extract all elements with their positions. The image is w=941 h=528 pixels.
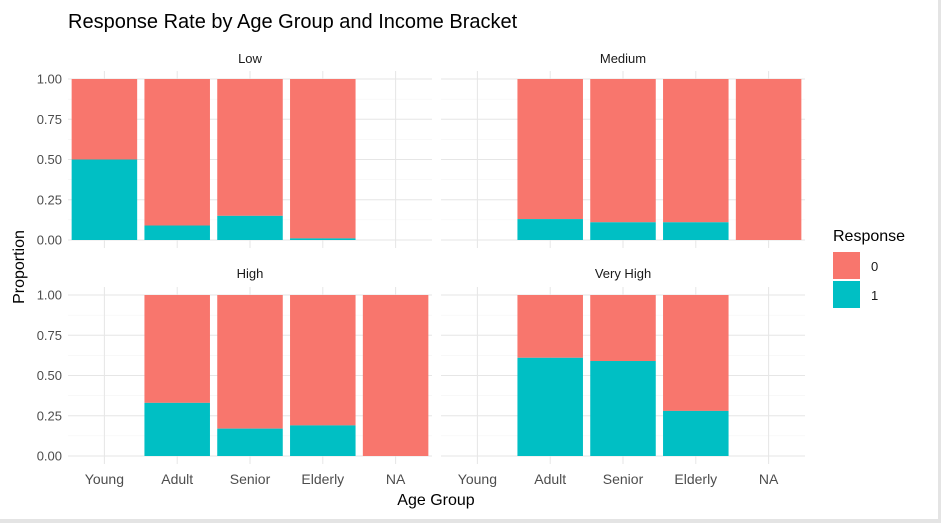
- window-border-bottom: [0, 519, 941, 523]
- bar-response-1: [517, 219, 583, 240]
- y-tick-label: 1.00: [37, 72, 62, 87]
- y-tick-label: 0.25: [37, 408, 62, 423]
- facet-title: Medium: [600, 51, 646, 66]
- facet-panel: Medium: [441, 51, 805, 248]
- x-tick-label: Senior: [603, 471, 644, 487]
- bar-response-0: [144, 295, 210, 403]
- bar-response-0: [290, 295, 356, 426]
- chart-title: Response Rate by Age Group and Income Br…: [68, 11, 518, 33]
- bar-response-1: [217, 215, 283, 240]
- bar-response-1: [663, 410, 729, 456]
- bar-response-0: [663, 79, 729, 223]
- y-axis-title: Proportion: [11, 230, 28, 304]
- bar-response-0: [217, 295, 283, 429]
- y-tick-label: 0.25: [37, 192, 62, 207]
- x-tick-label: Elderly: [674, 471, 717, 487]
- x-tick-label: Young: [85, 471, 124, 487]
- bar-response-0: [517, 295, 583, 358]
- bar-response-1: [144, 402, 210, 456]
- legend-title: Response: [833, 228, 905, 245]
- facet-title: Low: [238, 51, 262, 66]
- window-border-right: [938, 0, 941, 523]
- y-tick-label: 0.50: [37, 368, 62, 383]
- facet-panel: Low 0.00 0.25 0.50 0.75 1.00: [37, 51, 432, 248]
- x-tick-label: Young: [458, 471, 497, 487]
- x-tick-label: Elderly: [301, 471, 344, 487]
- x-tick-label: Adult: [161, 471, 193, 487]
- facet-panel: High 0.00 0.25 0.50 0.75 1.00 Young Adult Senior…: [37, 266, 432, 487]
- y-tick-label: 1.00: [37, 288, 62, 303]
- legend-key: [833, 281, 860, 308]
- legend-label: 0: [871, 259, 878, 274]
- bar-response-1: [590, 222, 656, 240]
- bar-response-0: [517, 79, 583, 220]
- x-tick-label: NA: [759, 471, 779, 487]
- bar-response-0: [590, 79, 656, 223]
- facet-panel: Very High Young Adult Senior Elderly NA: [441, 266, 805, 487]
- facet-title: Very High: [595, 266, 651, 281]
- legend-key: [833, 252, 860, 279]
- bar-response-1: [144, 225, 210, 240]
- bar-response-1: [517, 357, 583, 456]
- y-tick-label: 0.00: [37, 233, 62, 248]
- bar-response-1: [290, 238, 356, 240]
- bar-response-0: [290, 79, 356, 239]
- x-tick-label: Senior: [230, 471, 271, 487]
- y-tick-label: 0.00: [37, 449, 62, 464]
- y-tick-label: 0.75: [37, 112, 62, 127]
- bar-response-1: [217, 428, 283, 456]
- bar-response-1: [290, 425, 356, 456]
- y-tick-label: 0.75: [37, 328, 62, 343]
- facet-title: High: [237, 266, 264, 281]
- x-axis-title: Age Group: [397, 492, 474, 509]
- bar-response-1: [663, 222, 729, 240]
- bar-response-0: [663, 295, 729, 411]
- bar-response-0: [71, 79, 138, 160]
- legend-items: 01: [833, 252, 878, 308]
- x-tick-label: Adult: [534, 471, 566, 487]
- bar-response-0: [217, 79, 283, 216]
- bar-response-0: [590, 295, 656, 362]
- x-tick-label: NA: [386, 471, 406, 487]
- bar-response-0: [735, 79, 802, 240]
- bar-response-0: [144, 79, 210, 226]
- facet-panels: Low 0.00 0.25 0.50 0.75 1.00 Medium High 0.00 0.2…: [37, 51, 805, 487]
- bar-response-0: [362, 295, 429, 456]
- legend: Response 01: [833, 228, 905, 308]
- legend-label: 1: [871, 288, 878, 303]
- bar-response-1: [590, 361, 656, 456]
- bar-response-1: [71, 159, 138, 240]
- y-tick-label: 0.50: [37, 152, 62, 167]
